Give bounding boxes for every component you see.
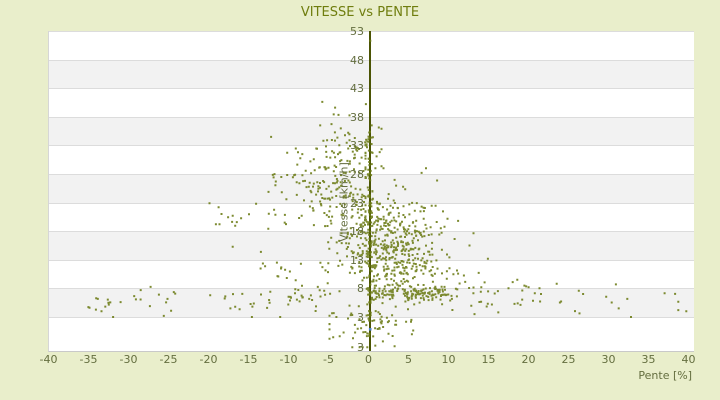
x-tick-label: 0 (365, 353, 372, 366)
x-tick-label: 10 (441, 353, 456, 366)
y-tick-label: 33 (350, 139, 364, 153)
gridline (49, 231, 694, 233)
gridline (49, 317, 694, 318)
gridline (49, 59, 694, 61)
y-tick-label: 8 (357, 282, 364, 296)
y-tick-label: 3 (357, 341, 364, 354)
y-axis-title: Vitesse [km/h] (337, 162, 351, 242)
x-tick-label: 20 (521, 353, 536, 366)
x-tick-label: -25 (159, 353, 178, 366)
y-tick-label: 53 (350, 25, 364, 38)
x-tick-label: -5 (323, 353, 334, 366)
y-tick-label: 38 (350, 110, 364, 124)
x-tick-label: 5 (405, 353, 412, 366)
band-stripe (49, 116, 694, 146)
x-tick-label: 25 (561, 353, 576, 366)
x-tick-label: -35 (79, 353, 98, 366)
band-stripe (49, 174, 694, 203)
gridline (49, 116, 694, 118)
gridline (49, 88, 694, 90)
special-data-point (368, 328, 372, 331)
y-tick-label: 43 (350, 82, 364, 96)
x-tick-label: 15 (481, 353, 496, 366)
x-axis-title: Pente [%] (638, 369, 692, 382)
x-tick-label: 35 (641, 353, 656, 366)
band-stripe (49, 259, 694, 289)
band-stripe (49, 59, 694, 89)
gridline (49, 288, 694, 290)
gridline (49, 145, 694, 147)
scatter-points (87, 39, 688, 349)
band-stripe (49, 88, 694, 117)
y-tick-label: 3 (357, 311, 364, 324)
x-tick-label: -40 (39, 353, 58, 366)
y-tick-label: 23 (350, 196, 364, 210)
chart-title: VITESSE vs PENTE (300, 5, 420, 20)
x-tick-label: -30 (119, 353, 138, 366)
band-stripe (49, 31, 694, 60)
band-stripe (49, 145, 694, 174)
plot-area: 53 48 43 38 33 28 23 18 13 8 3 3 (48, 25, 694, 354)
x-tick-label: -20 (199, 353, 218, 366)
y-tick-label: 18 (350, 225, 364, 239)
x-tick-label: 40 (681, 353, 696, 366)
x-tick-label: 30 (601, 353, 616, 366)
x-tick-label: -15 (239, 353, 258, 366)
y-tick-label: 13 (350, 253, 364, 267)
y-tick-label: 48 (350, 53, 364, 67)
x-tick-label: -10 (279, 353, 298, 366)
gridline (49, 31, 694, 32)
gridline (49, 259, 694, 261)
y-tick-label: 28 (350, 168, 364, 181)
data-points-path (87, 39, 688, 349)
